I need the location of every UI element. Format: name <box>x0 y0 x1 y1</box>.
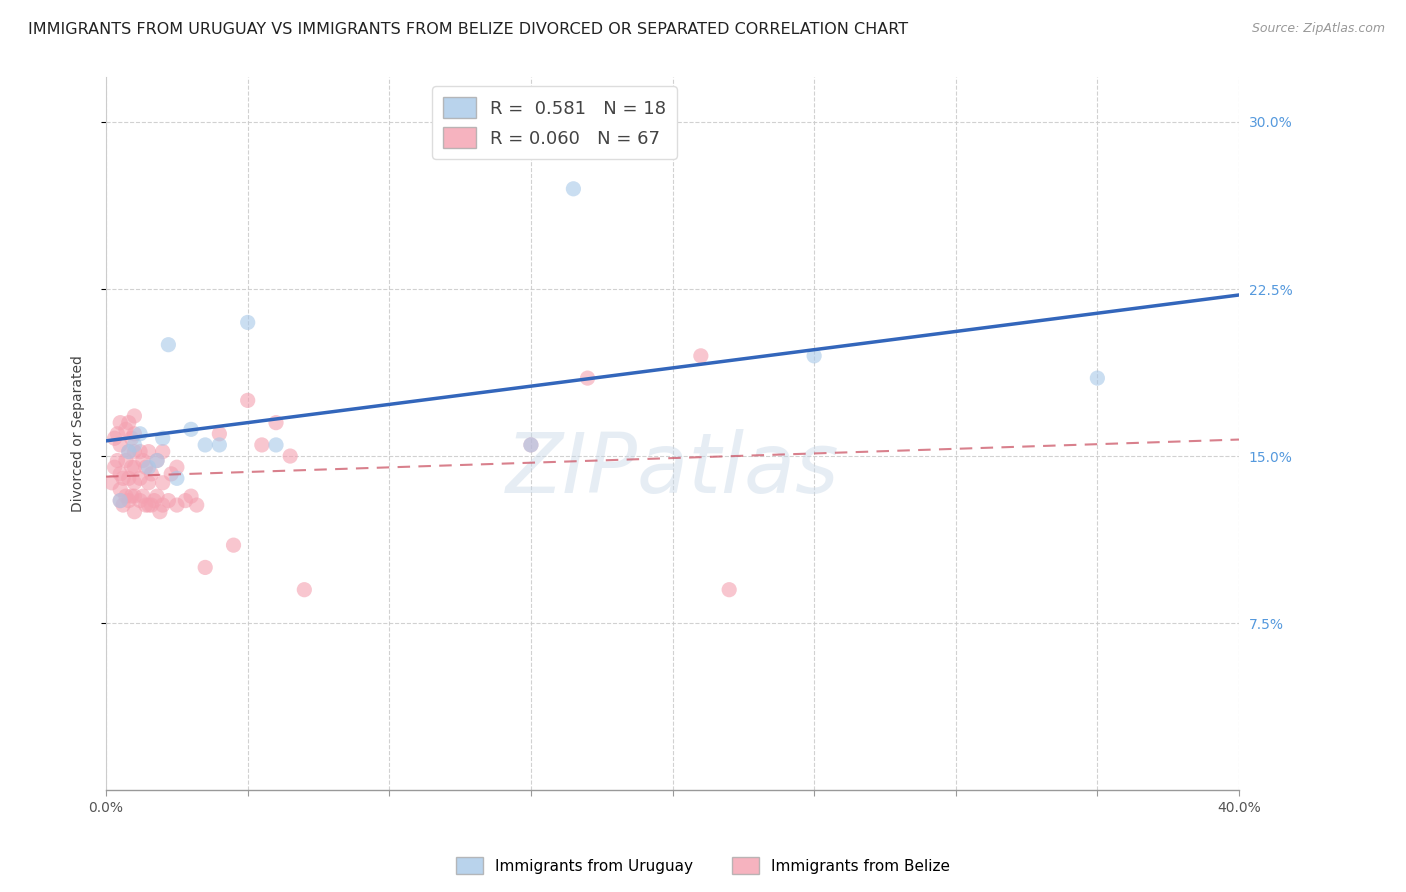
Point <box>141 498 163 512</box>
Point <box>208 426 231 441</box>
Point <box>278 449 301 463</box>
Point <box>124 460 146 475</box>
Point <box>143 493 166 508</box>
Point <box>129 444 152 458</box>
Point <box>138 498 160 512</box>
Point <box>194 560 217 574</box>
Point <box>135 498 157 512</box>
Point <box>689 349 711 363</box>
Point <box>124 444 146 458</box>
Point <box>132 453 155 467</box>
Point <box>110 493 132 508</box>
Y-axis label: Divorced or Separated: Divorced or Separated <box>72 355 86 512</box>
Point <box>160 467 183 481</box>
Point <box>166 471 188 485</box>
Point <box>132 489 155 503</box>
Point <box>121 489 143 503</box>
Point <box>118 493 141 508</box>
Point <box>129 426 152 441</box>
Point <box>110 467 132 481</box>
Point <box>292 582 315 597</box>
Point <box>110 416 132 430</box>
Point <box>146 453 169 467</box>
Point <box>121 431 143 445</box>
Point <box>110 483 132 497</box>
Point <box>107 453 129 467</box>
Legend: R =  0.581   N = 18, R = 0.060   N = 67: R = 0.581 N = 18, R = 0.060 N = 67 <box>432 87 676 159</box>
Point <box>124 489 146 503</box>
Point <box>107 426 129 441</box>
Point <box>152 431 174 445</box>
Point <box>236 393 259 408</box>
Point <box>1085 371 1108 385</box>
Point <box>146 453 169 467</box>
Point <box>138 460 160 475</box>
Point <box>186 498 208 512</box>
Point <box>124 505 146 519</box>
Point <box>180 489 202 503</box>
Point <box>194 438 217 452</box>
Point <box>520 438 543 452</box>
Point <box>166 498 188 512</box>
Text: Source: ZipAtlas.com: Source: ZipAtlas.com <box>1251 22 1385 36</box>
Point <box>146 489 169 503</box>
Point <box>138 475 160 490</box>
Point <box>264 416 287 430</box>
Point <box>174 493 197 508</box>
Point <box>576 371 599 385</box>
Point <box>118 471 141 485</box>
Point <box>110 493 132 508</box>
Legend: Immigrants from Uruguay, Immigrants from Belize: Immigrants from Uruguay, Immigrants from… <box>450 851 956 880</box>
Point <box>222 538 245 552</box>
Point <box>100 475 122 490</box>
Point <box>141 467 163 481</box>
Point <box>138 444 160 458</box>
Point <box>121 460 143 475</box>
Point <box>115 489 138 503</box>
Point <box>520 438 543 452</box>
Point <box>112 471 135 485</box>
Point <box>129 493 152 508</box>
Point <box>135 460 157 475</box>
Point <box>118 416 141 430</box>
Point <box>152 475 174 490</box>
Point <box>236 315 259 329</box>
Point <box>115 453 138 467</box>
Point <box>124 426 146 441</box>
Point <box>124 475 146 490</box>
Point <box>152 498 174 512</box>
Point <box>149 505 172 519</box>
Point <box>803 349 825 363</box>
Point <box>129 471 152 485</box>
Point <box>110 438 132 452</box>
Text: IMMIGRANTS FROM URUGUAY VS IMMIGRANTS FROM BELIZE DIVORCED OR SEPARATED CORRELAT: IMMIGRANTS FROM URUGUAY VS IMMIGRANTS FR… <box>28 22 908 37</box>
Point <box>208 438 231 452</box>
Point <box>718 582 741 597</box>
Point <box>118 444 141 458</box>
Point <box>112 498 135 512</box>
Point <box>103 460 125 475</box>
Point <box>157 337 180 351</box>
Point <box>157 493 180 508</box>
Point <box>250 438 273 452</box>
Text: ZIPatlas: ZIPatlas <box>506 429 839 510</box>
Point <box>264 438 287 452</box>
Point <box>562 182 585 196</box>
Point <box>152 444 174 458</box>
Point <box>118 444 141 458</box>
Point <box>166 460 188 475</box>
Point <box>115 422 138 436</box>
Point <box>103 431 125 445</box>
Point <box>180 422 202 436</box>
Point <box>124 438 146 452</box>
Point <box>124 409 146 423</box>
